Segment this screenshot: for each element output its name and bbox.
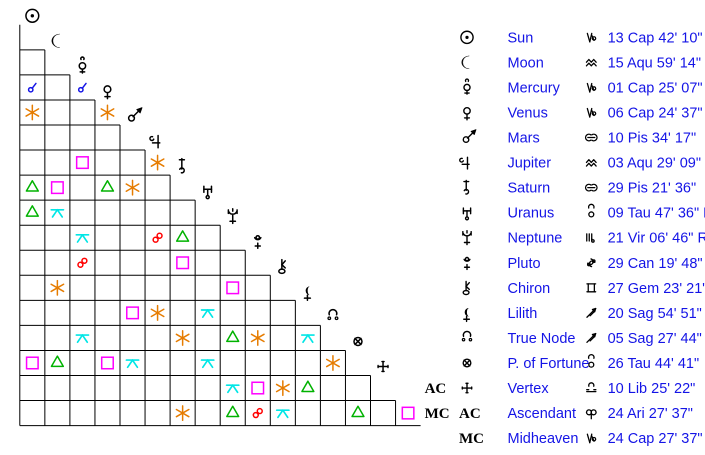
svg-text:27 Gem 23' 21" R: 27 Gem 23' 21" R: [608, 281, 705, 297]
svg-text:Uranus: Uranus: [508, 206, 555, 222]
svg-text:10 Pis 34' 17": 10 Pis 34' 17": [608, 131, 697, 147]
svg-text:Ascendant: Ascendant: [508, 406, 577, 422]
svg-text:True Node: True Node: [508, 331, 576, 347]
svg-text:P. of Fortune: P. of Fortune: [508, 356, 590, 372]
svg-text:Moon: Moon: [508, 55, 544, 71]
svg-text:26 Tau 44' 41": 26 Tau 44' 41": [608, 356, 700, 372]
svg-text:Mars: Mars: [508, 131, 540, 147]
svg-text:29 Pis 21' 36": 29 Pis 21' 36": [608, 181, 697, 197]
svg-text:03 Aqu 29' 09": 03 Aqu 29' 09": [608, 156, 701, 172]
svg-text:13 Cap 42' 10": 13 Cap 42' 10": [608, 30, 703, 46]
svg-text:09 Tau 47' 36" R: 09 Tau 47' 36" R: [608, 206, 705, 222]
svg-text:Neptune: Neptune: [508, 231, 563, 247]
svg-text:Sun: Sun: [508, 30, 534, 46]
svg-text:AC: AC: [459, 406, 481, 422]
svg-text:Mercury: Mercury: [508, 80, 561, 96]
svg-text:MC: MC: [459, 431, 484, 447]
svg-text:Lilith: Lilith: [508, 306, 538, 322]
svg-text:Saturn: Saturn: [508, 181, 551, 197]
svg-text:10 Lib 25' 22": 10 Lib 25' 22": [608, 381, 696, 397]
svg-text:Jupiter: Jupiter: [508, 156, 552, 172]
svg-text:AC: AC: [425, 381, 447, 397]
svg-text:15 Aqu 59' 14": 15 Aqu 59' 14": [608, 55, 701, 71]
svg-text:20 Sag 54' 51": 20 Sag 54' 51": [608, 306, 702, 322]
svg-text:01 Cap 25' 07" R: 01 Cap 25' 07" R: [608, 80, 705, 96]
svg-text:Chiron: Chiron: [508, 281, 551, 297]
svg-text:MC: MC: [425, 406, 450, 422]
svg-text:Pluto: Pluto: [508, 256, 541, 272]
svg-text:21 Vir 06' 46" R: 21 Vir 06' 46" R: [608, 231, 705, 247]
svg-text:06 Cap 24' 37": 06 Cap 24' 37": [608, 106, 703, 122]
svg-text:24 Cap 27' 37": 24 Cap 27' 37": [608, 431, 703, 447]
svg-text:24 Ari 27' 37": 24 Ari 27' 37": [608, 406, 693, 422]
svg-text:Venus: Venus: [508, 106, 548, 122]
svg-text:Midheaven: Midheaven: [508, 431, 579, 447]
svg-text:Vertex: Vertex: [508, 381, 550, 397]
svg-text:29 Can 19' 48" R: 29 Can 19' 48" R: [608, 256, 705, 272]
svg-text:05 Sag 27' 44" R: 05 Sag 27' 44" R: [608, 331, 705, 347]
